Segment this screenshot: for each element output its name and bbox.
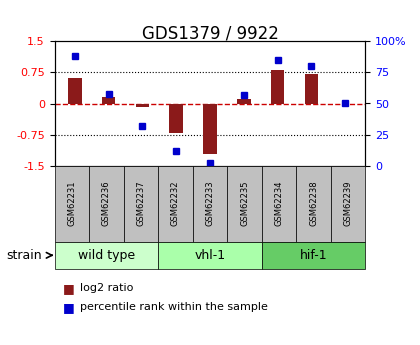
Text: GSM62234: GSM62234: [275, 181, 284, 226]
Text: percentile rank within the sample: percentile rank within the sample: [80, 302, 268, 312]
Text: GSM62236: GSM62236: [102, 181, 111, 226]
Text: log2 ratio: log2 ratio: [80, 283, 133, 293]
Bar: [102, 97, 116, 104]
Bar: [203, 104, 217, 154]
Bar: [169, 104, 183, 133]
Text: strain: strain: [6, 249, 42, 262]
Text: vhl-1: vhl-1: [194, 249, 226, 262]
Text: wild type: wild type: [78, 249, 135, 262]
Bar: [304, 74, 318, 104]
Text: GSM62231: GSM62231: [67, 181, 76, 226]
Text: GSM62232: GSM62232: [171, 181, 180, 226]
Text: GSM62233: GSM62233: [205, 181, 215, 226]
Bar: [271, 70, 284, 104]
Text: GSM62237: GSM62237: [136, 181, 145, 226]
Bar: [68, 78, 81, 104]
Text: ■: ■: [63, 300, 75, 314]
Text: GSM62238: GSM62238: [309, 181, 318, 226]
Text: ■: ■: [63, 282, 75, 295]
Text: hif-1: hif-1: [300, 249, 328, 262]
Bar: [237, 99, 251, 103]
Text: GSM62235: GSM62235: [240, 181, 249, 226]
Text: GSM62239: GSM62239: [344, 181, 353, 226]
Text: GDS1379 / 9922: GDS1379 / 9922: [142, 24, 278, 42]
Bar: [136, 104, 149, 107]
